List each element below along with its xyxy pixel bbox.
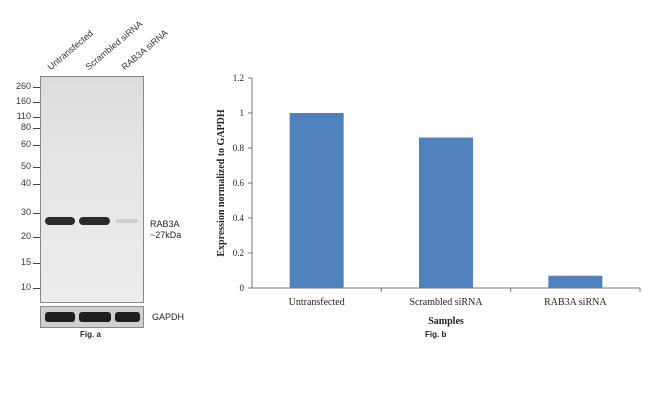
x-tick-label: Untransfected [289, 297, 345, 308]
gapdh-label: GAPDH [152, 312, 185, 322]
marker-80: 80 [20, 122, 31, 132]
band-name-label: RAB3A [150, 219, 180, 229]
y-tick-label: 1 [240, 108, 245, 118]
marker-40: 40 [20, 178, 31, 188]
x-tick-label: RAB3A siRNA [544, 297, 607, 308]
marker-tick [33, 213, 40, 214]
marker-tick [33, 288, 40, 289]
marker-tick [33, 102, 40, 103]
fig-b-caption: Fig. b [425, 330, 447, 339]
x-tick-label: Scrambled siRNA [409, 297, 483, 308]
rab3a-band-knockdown [116, 219, 138, 223]
blot-membrane [40, 76, 144, 303]
rab3a-band-untransfected [45, 217, 75, 225]
marker-15: 15 [20, 257, 31, 267]
marker-110: 110 [16, 111, 31, 121]
gapdh-band-untransfected [45, 312, 75, 322]
y-tick-label: 0.8 [233, 143, 245, 153]
gapdh-band-scrambled [79, 312, 111, 322]
y-tick-label: 1.2 [233, 73, 244, 83]
marker-60: 60 [20, 139, 31, 149]
marker-160: 160 [15, 96, 31, 106]
gapdh-band-rab3a-sirna [115, 312, 140, 322]
marker-tick [33, 117, 40, 118]
bar [419, 137, 473, 288]
marker-tick [33, 167, 40, 168]
marker-tick [33, 237, 40, 238]
bar [548, 275, 603, 288]
marker-20: 20 [20, 231, 31, 241]
marker-10: 10 [20, 282, 31, 292]
marker-tick [33, 87, 40, 88]
marker-30: 30 [20, 207, 31, 217]
marker-tick [33, 145, 40, 146]
marker-tick [33, 263, 40, 264]
band-size-label: ~27kDa [150, 230, 182, 240]
y-tick-label: 0.2 [233, 248, 244, 258]
marker-260: 260 [15, 81, 31, 91]
y-tick-label: 0 [240, 283, 245, 293]
fig-a-caption: Fig. a [80, 330, 101, 339]
rab3a-band-scrambled [79, 217, 110, 225]
gapdh-blot-strip [40, 306, 144, 328]
y-tick-label: 0.4 [233, 213, 245, 223]
marker-50: 50 [20, 161, 31, 171]
y-tick-label: 0.6 [233, 178, 245, 188]
marker-tick [33, 184, 40, 185]
x-axis-title: Samples [428, 316, 464, 327]
y-axis-title: Expression normalized to GAPDH [216, 109, 227, 257]
marker-tick [33, 128, 40, 129]
bar [289, 113, 344, 288]
